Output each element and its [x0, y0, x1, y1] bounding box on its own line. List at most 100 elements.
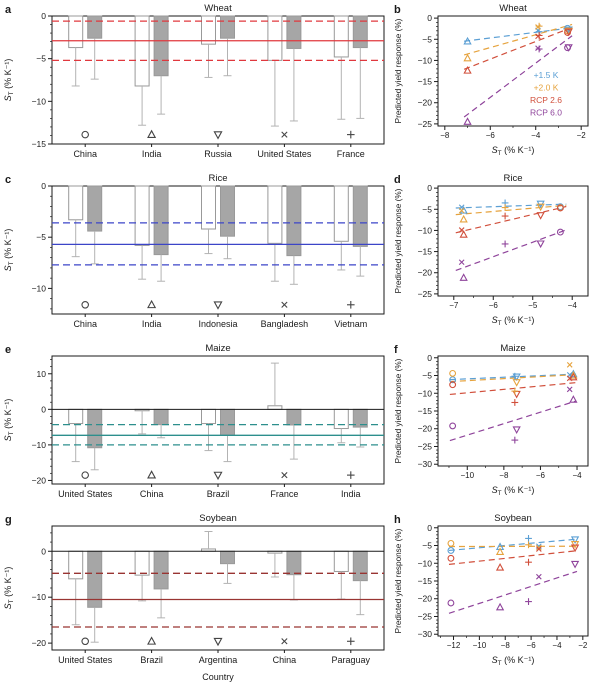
point-triangle-down: [536, 203, 545, 212]
country-symbol-plus: [346, 637, 355, 646]
x-tick-label: −6: [527, 641, 537, 650]
point-plus: [525, 598, 532, 605]
country-symbol-circle: [81, 637, 89, 646]
plot-frame: [437, 355, 589, 467]
row-maize: e Maize 10 0 −10 −20 United States China Brazil F…: [0, 340, 600, 510]
y-tick-label: −20: [32, 638, 47, 648]
country-label: Brazil: [207, 489, 230, 499]
open-bar: [68, 408, 84, 425]
country-label: India: [142, 319, 162, 329]
trend-line-+2.0 K: [463, 23, 573, 56]
y-tick-label: −25: [418, 441, 433, 451]
point-triangle-up: [463, 53, 472, 62]
point-x: [566, 362, 573, 368]
panel-e-maize-boxplot: e Maize 10 0 −10 −20 United States China Brazil F…: [3, 343, 385, 499]
x-tick-label: −10: [460, 471, 474, 480]
panel-b-wheat-scatter: b Wheat 0 −5 −10 −15 −20 −25 −8 −6 −4 −2 +1.5 K +2.0 …: [394, 3, 589, 157]
point-x: [535, 24, 541, 30]
gray-bar: [153, 15, 169, 77]
x-tick-label: −7: [449, 301, 459, 310]
point-plus: [511, 399, 519, 406]
y-axis-label: Predicted yield response (%): [394, 358, 403, 463]
row-rice: c Rice 0 −5 −10 China India Indonesia Bangladesh…: [0, 170, 600, 340]
country-label: China: [73, 149, 97, 159]
point-x: [566, 386, 573, 393]
y-tick-label: −15: [418, 406, 433, 416]
y-tick-label: 0: [427, 353, 432, 363]
panel-d-rice-scatter: d Rice 0 −5 −10 −15 −20 −25 −7 −6 −5 −4 Predicted yi…: [394, 173, 589, 327]
y-tick-label: 0: [427, 183, 432, 193]
point-triangle-down: [536, 240, 545, 249]
y-tick-label: −10: [418, 558, 433, 568]
panel-a-wheat-boxplot: a Wheat 0 −5 −10 −15 China India Russia United St…: [3, 3, 385, 159]
y-tick-label: −10: [418, 225, 433, 235]
point-triangle-down: [570, 544, 580, 553]
x-tick-label: −6: [486, 131, 496, 140]
gray-bar: [286, 408, 302, 426]
country-label: Argentina: [199, 655, 238, 665]
y-tick-label: −15: [32, 139, 47, 149]
open-bar: [201, 408, 216, 425]
gray-bar: [153, 408, 169, 426]
y-axis-label: ST (% K⁻¹): [3, 567, 15, 610]
point-circle: [447, 539, 455, 547]
point-x: [458, 207, 465, 214]
point-plus: [501, 212, 509, 220]
x-tick-label: −8: [499, 471, 509, 480]
panel-letter: g: [5, 514, 12, 526]
point-circle: [449, 369, 457, 377]
point-circle: [447, 599, 455, 607]
panel-title: Maize: [500, 343, 525, 354]
gray-bar: [153, 550, 169, 590]
point-triangle-up: [569, 370, 578, 379]
trend-line-RCP 2.6: [455, 205, 567, 234]
x-tick-label: −2: [578, 641, 588, 650]
country-label: Vietnam: [334, 319, 367, 329]
point-triangle-up: [459, 273, 468, 281]
panel-title: Soybean: [494, 513, 532, 524]
open-bar: [201, 15, 216, 45]
country-symbol-triangle-down: [213, 471, 223, 481]
y-tick-label: 10: [37, 369, 47, 379]
trend-line-+1.5 K: [464, 27, 573, 42]
point-circle: [556, 228, 564, 236]
panel-c-rice-boxplot: c Rice 0 −5 −10 China India Indonesia Bangladesh…: [3, 173, 385, 329]
x-tick-label: −4: [552, 641, 562, 650]
point-plus: [511, 436, 519, 444]
country-label: China: [273, 655, 297, 665]
point-plus: [535, 32, 543, 39]
point-triangle-up: [569, 369, 578, 378]
y-tick-label: −10: [32, 592, 47, 602]
y-tick-label: −5: [422, 34, 432, 44]
country-label: France: [270, 489, 298, 499]
y-tick-label: −30: [418, 629, 433, 639]
point-x: [458, 227, 465, 233]
country-label: Bangladesh: [261, 319, 309, 329]
x-axis-label: Country: [202, 672, 234, 682]
open-bar: [333, 550, 349, 572]
panel-letter: e: [5, 344, 11, 356]
point-triangle-up: [463, 66, 472, 74]
country-symbol-circle: [81, 301, 89, 309]
point-x: [458, 259, 465, 265]
plot-frame: [437, 525, 589, 637]
y-tick-label: −10: [418, 388, 433, 398]
country-symbol-circle: [81, 471, 89, 479]
y-tick-label: −5: [422, 371, 432, 381]
trend-line-+2.0 K: [455, 204, 567, 216]
open-bar: [68, 550, 84, 580]
y-tick-label: −25: [418, 611, 433, 621]
y-tick-label: −5: [422, 541, 432, 551]
point-plus: [525, 535, 532, 542]
gray-bar: [87, 185, 103, 232]
point-plus: [525, 541, 532, 549]
y-axis-label: Predicted yield response (%): [394, 528, 403, 633]
panel-title: Wheat: [204, 3, 232, 14]
country-symbol-x: [281, 301, 288, 308]
panel-f-maize-scatter: f Maize 0 −5 −10 −15 −20 −25 −30 −10 −8 −6 −4 Predict…: [394, 343, 589, 497]
point-plus: [501, 204, 509, 211]
trend-line-+1.5 K: [455, 203, 567, 209]
y-tick-label: −10: [418, 55, 433, 65]
point-plus: [535, 22, 543, 30]
point-triangle-down: [570, 560, 580, 569]
